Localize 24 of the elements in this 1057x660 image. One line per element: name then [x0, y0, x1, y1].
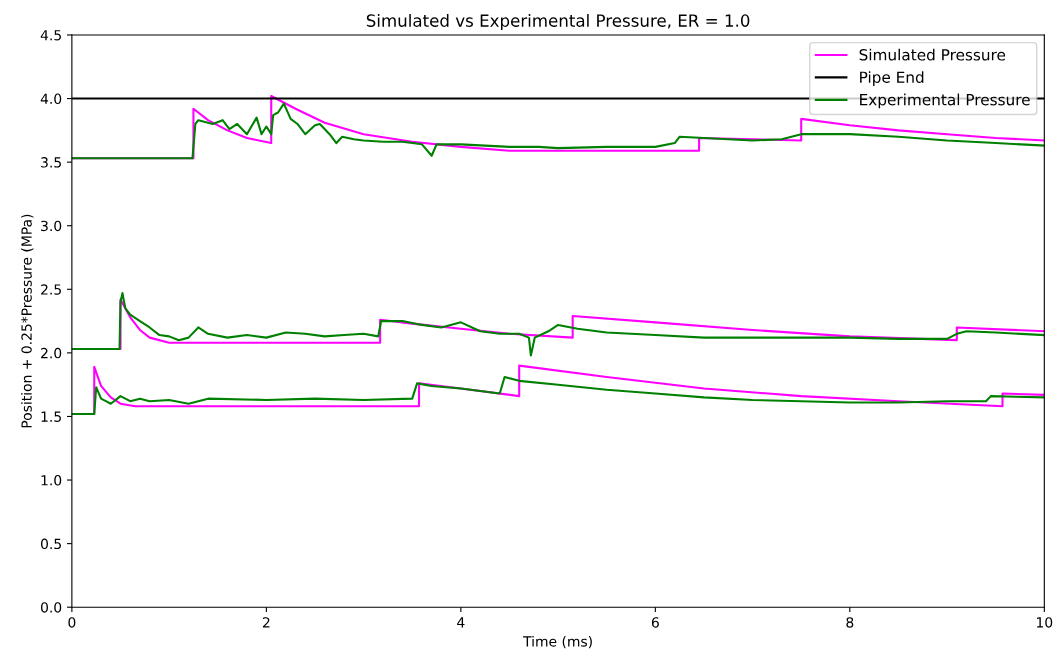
- y-axis-title: Position + 0.25*Pressure (MPa): [21, 214, 34, 428]
- line-series: [71, 376, 1045, 415]
- y-tick-label: 1.0: [41, 475, 62, 486]
- x-axis-title: Time (ms): [523, 635, 592, 649]
- legend-label: Simulated Pressure: [859, 48, 1006, 61]
- y-tick-label: 1.5: [41, 411, 61, 422]
- y-tick-label: 2.0: [41, 347, 62, 359]
- legend-label: Pipe End: [860, 71, 924, 86]
- x-tick-label: 10: [1037, 617, 1053, 628]
- y-tick-label: 0.5: [40, 538, 61, 550]
- y-tick-label: 0.0: [40, 602, 62, 613]
- x-tick-label: 0: [68, 617, 76, 628]
- x-tick-label: 2: [262, 617, 270, 628]
- x-tick-label: 6: [651, 617, 659, 628]
- x-tick-label: 8: [846, 617, 854, 628]
- y-tick-label: 3.5: [41, 157, 61, 168]
- y-tick-label: 4.5: [40, 30, 61, 41]
- line-series: [71, 292, 1045, 357]
- x-tick-label: 4: [457, 617, 465, 628]
- y-tick-label: 3.0: [41, 220, 62, 232]
- legend-label: Experimental Pressure: [860, 93, 1030, 109]
- y-tick-label: 4.0: [40, 93, 62, 105]
- chart-title: Simulated vs Experimental Pressure, ER = 1.0: [366, 13, 750, 31]
- y-tick-label: 2.5: [41, 284, 61, 295]
